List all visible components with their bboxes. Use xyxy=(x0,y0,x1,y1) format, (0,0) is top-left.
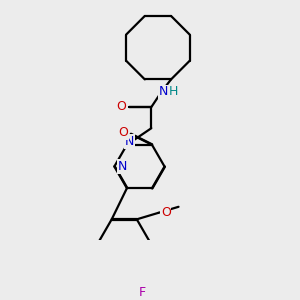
Text: N: N xyxy=(118,160,127,173)
Text: N: N xyxy=(125,135,134,148)
Text: N: N xyxy=(158,85,168,98)
Text: F: F xyxy=(139,286,146,299)
Text: O: O xyxy=(116,100,126,112)
Text: H: H xyxy=(168,85,178,98)
Text: O: O xyxy=(161,206,171,219)
Text: O: O xyxy=(118,126,128,139)
